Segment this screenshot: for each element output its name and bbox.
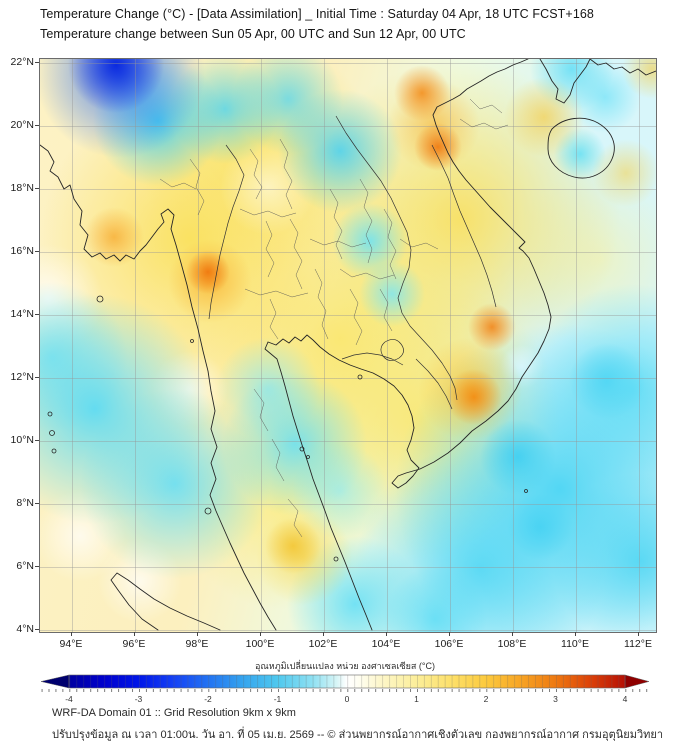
colorbar-tick-label: 1 <box>414 694 419 704</box>
footer-domain-info: WRF-DA Domain 01 :: Grid Resolution 9km … <box>52 707 296 719</box>
x-axis-tick <box>71 632 72 636</box>
x-axis-tick <box>449 632 450 636</box>
colorbar-tick-label: 4 <box>622 694 628 704</box>
small-islands <box>47 295 528 562</box>
colorbar-tick-label: 2 <box>483 694 489 704</box>
y-axis-label: 18°N <box>10 182 34 194</box>
grid-line-vertical <box>513 59 514 632</box>
y-axis-label: 14°N <box>10 308 34 320</box>
y-axis-label: 22°N <box>10 56 34 68</box>
x-axis-label: 108°E <box>497 638 527 650</box>
grid-line-horizontal <box>40 504 656 505</box>
grid-line-vertical <box>576 59 577 632</box>
y-axis-tick <box>35 377 39 378</box>
grid-line-vertical <box>198 59 199 632</box>
x-axis-label: 102°E <box>308 638 338 650</box>
grid-line-vertical <box>639 59 640 632</box>
footer-update-info: ปรับปรุงข้อมูล ณ เวลา 01:00น. วัน อา. ที… <box>52 729 664 741</box>
grid-line-horizontal <box>40 378 656 379</box>
x-axis-label: 112°E <box>624 638 652 650</box>
x-axis-label: 104°E <box>371 638 401 650</box>
colorbar-tick-label: -2 <box>204 694 212 704</box>
grid-line-horizontal <box>40 189 656 190</box>
x-axis-tick <box>134 632 135 636</box>
x-axis-label: 94°E <box>59 638 83 650</box>
y-axis-tick <box>35 440 39 441</box>
y-axis-tick <box>35 503 39 504</box>
page-subtitle: Temperature change between Sun 05 Apr, 0… <box>40 27 466 41</box>
x-axis-tick <box>323 632 324 636</box>
y-axis-tick <box>35 629 39 630</box>
x-axis-label: 96°E <box>122 638 146 650</box>
temperature-field <box>40 59 656 632</box>
border-mekong <box>335 115 458 401</box>
y-axis-label: 12°N <box>10 371 34 383</box>
grid-line-vertical <box>450 59 451 632</box>
lake-tonle-sap <box>380 339 404 361</box>
coast-west <box>40 144 277 631</box>
coastlines-svg <box>40 59 656 631</box>
grid-line-horizontal <box>40 315 656 316</box>
y-axis-label: 16°N <box>10 245 34 257</box>
x-axis-tick <box>512 632 513 636</box>
colorbar-tick-label: 0 <box>344 694 350 704</box>
grid-line-horizontal <box>40 126 656 127</box>
x-axis-label: 100°E <box>245 638 275 650</box>
x-axis-tick <box>260 632 261 636</box>
y-axis-tick <box>35 62 39 63</box>
page-title: Temperature Change (°C) - [Data Assimila… <box>40 7 594 21</box>
border-th-mm <box>208 144 245 320</box>
map-plot <box>39 58 657 633</box>
grid-line-horizontal <box>40 630 656 631</box>
grid-line-vertical <box>324 59 325 632</box>
colorbar-tick-label: -1 <box>273 694 282 704</box>
grid-line-horizontal <box>40 567 656 568</box>
x-axis-tick <box>638 632 639 636</box>
y-axis-label: 6°N <box>16 560 34 572</box>
x-axis-tick <box>197 632 198 636</box>
y-axis-label: 20°N <box>10 119 34 131</box>
coast-east <box>264 59 552 631</box>
grid-line-horizontal <box>40 63 656 64</box>
x-axis-label: 106°E <box>434 638 464 650</box>
grid-line-vertical <box>72 59 73 632</box>
border-vn-laos <box>431 144 497 308</box>
island-sumatra <box>110 572 221 631</box>
coast-china <box>539 59 591 104</box>
grid-line-horizontal <box>40 252 656 253</box>
y-axis-label: 4°N <box>16 623 34 635</box>
coast-china-east <box>589 59 656 76</box>
border-kh-vn <box>415 358 453 410</box>
colorbar <box>40 674 650 692</box>
x-axis-tick <box>386 632 387 636</box>
y-axis-tick <box>35 188 39 189</box>
y-axis-tick <box>35 125 39 126</box>
colorbar-tick-label: 3 <box>553 694 558 704</box>
grid-line-vertical <box>387 59 388 632</box>
y-axis-tick <box>35 314 39 315</box>
colorbar-tick-label: -4 <box>65 694 73 704</box>
x-axis-label: 110°E <box>561 638 589 650</box>
x-axis-label: 98°E <box>185 638 209 650</box>
province-borders <box>159 98 509 538</box>
colorbar-tick-label: -3 <box>134 694 143 704</box>
y-axis-tick <box>35 566 39 567</box>
grid-line-vertical <box>135 59 136 632</box>
y-axis-label: 8°N <box>16 497 34 509</box>
border-th-kh <box>341 352 404 366</box>
grid-line-horizontal <box>40 441 656 442</box>
grid-line-vertical <box>261 59 262 632</box>
colorbar-label: อุณหภูมิเปลี่ยนแปลง หน่วย องศาเซลเซียส (… <box>255 661 435 671</box>
y-axis-label: 10°N <box>10 434 34 446</box>
island-hainan <box>547 117 615 179</box>
x-axis-tick <box>575 632 576 636</box>
y-axis-tick <box>35 251 39 252</box>
